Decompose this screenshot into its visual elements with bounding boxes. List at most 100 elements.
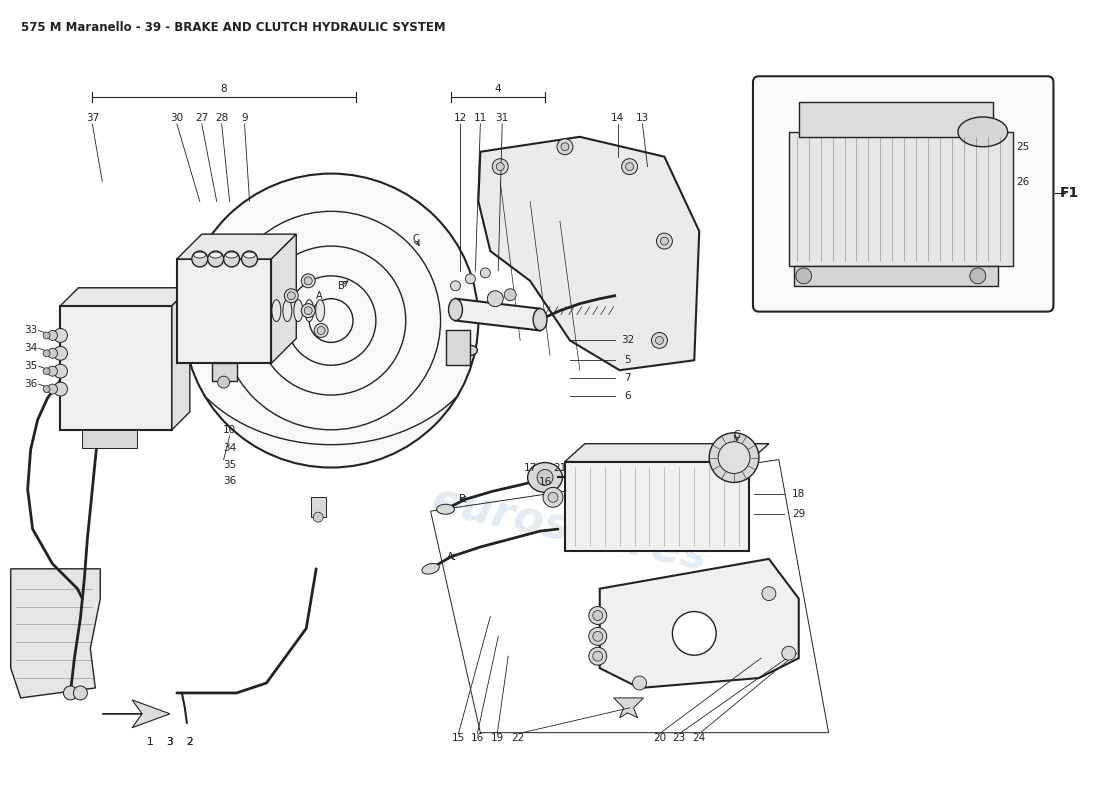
- Circle shape: [656, 337, 663, 344]
- Circle shape: [54, 364, 67, 378]
- Ellipse shape: [226, 252, 238, 258]
- Circle shape: [632, 676, 647, 690]
- Circle shape: [496, 162, 504, 170]
- Circle shape: [504, 289, 516, 301]
- Circle shape: [287, 292, 295, 300]
- Text: 34: 34: [24, 343, 37, 354]
- Text: 11: 11: [474, 113, 487, 123]
- Ellipse shape: [305, 300, 314, 322]
- Text: 33: 33: [24, 326, 37, 335]
- Text: 3: 3: [166, 737, 173, 746]
- Polygon shape: [172, 288, 190, 430]
- Text: 16: 16: [471, 733, 484, 742]
- Bar: [794, 266, 998, 286]
- Circle shape: [54, 382, 67, 396]
- Circle shape: [588, 627, 607, 646]
- Text: 24: 24: [693, 733, 706, 742]
- Circle shape: [588, 606, 607, 625]
- Circle shape: [47, 366, 57, 376]
- Ellipse shape: [422, 563, 439, 574]
- Ellipse shape: [534, 309, 547, 330]
- Circle shape: [710, 433, 759, 482]
- Bar: [82, 430, 138, 448]
- Text: 37: 37: [86, 113, 99, 123]
- Circle shape: [47, 384, 57, 394]
- Ellipse shape: [294, 300, 302, 322]
- Circle shape: [47, 348, 57, 358]
- Text: 3: 3: [166, 737, 173, 746]
- Circle shape: [660, 237, 669, 245]
- Text: 25: 25: [1016, 142, 1030, 152]
- Bar: [311, 498, 326, 517]
- Bar: [60, 306, 172, 430]
- Circle shape: [451, 281, 461, 290]
- Circle shape: [493, 158, 508, 174]
- Text: 14: 14: [610, 113, 625, 123]
- Circle shape: [223, 251, 240, 267]
- Circle shape: [465, 274, 475, 284]
- Circle shape: [301, 274, 316, 288]
- Circle shape: [315, 323, 328, 338]
- Circle shape: [47, 330, 57, 341]
- Text: 22: 22: [512, 733, 525, 742]
- Circle shape: [621, 158, 638, 174]
- Polygon shape: [600, 559, 799, 688]
- Ellipse shape: [528, 462, 562, 492]
- Polygon shape: [565, 444, 769, 462]
- Circle shape: [537, 470, 553, 486]
- Text: A: A: [447, 552, 454, 562]
- Text: 1: 1: [146, 737, 153, 746]
- Text: 20: 20: [653, 733, 666, 742]
- Circle shape: [43, 332, 50, 339]
- Ellipse shape: [272, 300, 280, 322]
- Text: 31: 31: [496, 113, 509, 123]
- Text: C: C: [412, 234, 419, 244]
- Circle shape: [305, 306, 312, 314]
- Ellipse shape: [210, 252, 222, 258]
- Circle shape: [43, 386, 50, 393]
- Text: eurospares: eurospares: [428, 479, 712, 579]
- Circle shape: [74, 686, 87, 700]
- Text: 15: 15: [452, 733, 465, 742]
- Ellipse shape: [449, 298, 462, 321]
- Text: A: A: [316, 290, 322, 301]
- Circle shape: [242, 251, 257, 267]
- Circle shape: [284, 289, 298, 302]
- Text: 17: 17: [524, 462, 537, 473]
- Text: B: B: [338, 281, 344, 290]
- Ellipse shape: [283, 300, 292, 322]
- Circle shape: [301, 304, 316, 318]
- Text: 36: 36: [24, 379, 37, 389]
- Text: 1: 1: [146, 737, 153, 746]
- Ellipse shape: [194, 252, 206, 258]
- Circle shape: [548, 492, 558, 502]
- Text: 9: 9: [241, 113, 248, 123]
- Circle shape: [672, 611, 716, 655]
- Text: 5: 5: [625, 355, 631, 366]
- Polygon shape: [11, 569, 100, 698]
- Circle shape: [314, 512, 323, 522]
- Circle shape: [487, 290, 503, 306]
- Circle shape: [561, 142, 569, 150]
- Ellipse shape: [243, 252, 255, 258]
- Circle shape: [218, 376, 230, 388]
- Polygon shape: [478, 137, 700, 370]
- Text: B: B: [459, 494, 466, 504]
- Circle shape: [762, 586, 776, 601]
- Text: 575 M Maranello - 39 - BRAKE AND CLUTCH HYDRAULIC SYSTEM: 575 M Maranello - 39 - BRAKE AND CLUTCH …: [21, 21, 446, 34]
- Circle shape: [305, 277, 312, 285]
- Circle shape: [657, 233, 672, 249]
- Text: 29: 29: [792, 510, 805, 519]
- Bar: [565, 462, 749, 551]
- Text: 19: 19: [491, 733, 504, 742]
- Circle shape: [317, 326, 326, 334]
- Text: 10: 10: [223, 425, 236, 434]
- Polygon shape: [177, 234, 296, 259]
- Text: C: C: [734, 430, 740, 440]
- Bar: [799, 102, 993, 137]
- Circle shape: [593, 651, 603, 661]
- Circle shape: [782, 646, 795, 660]
- Ellipse shape: [437, 504, 454, 514]
- Circle shape: [184, 174, 478, 467]
- Text: 7: 7: [625, 373, 631, 383]
